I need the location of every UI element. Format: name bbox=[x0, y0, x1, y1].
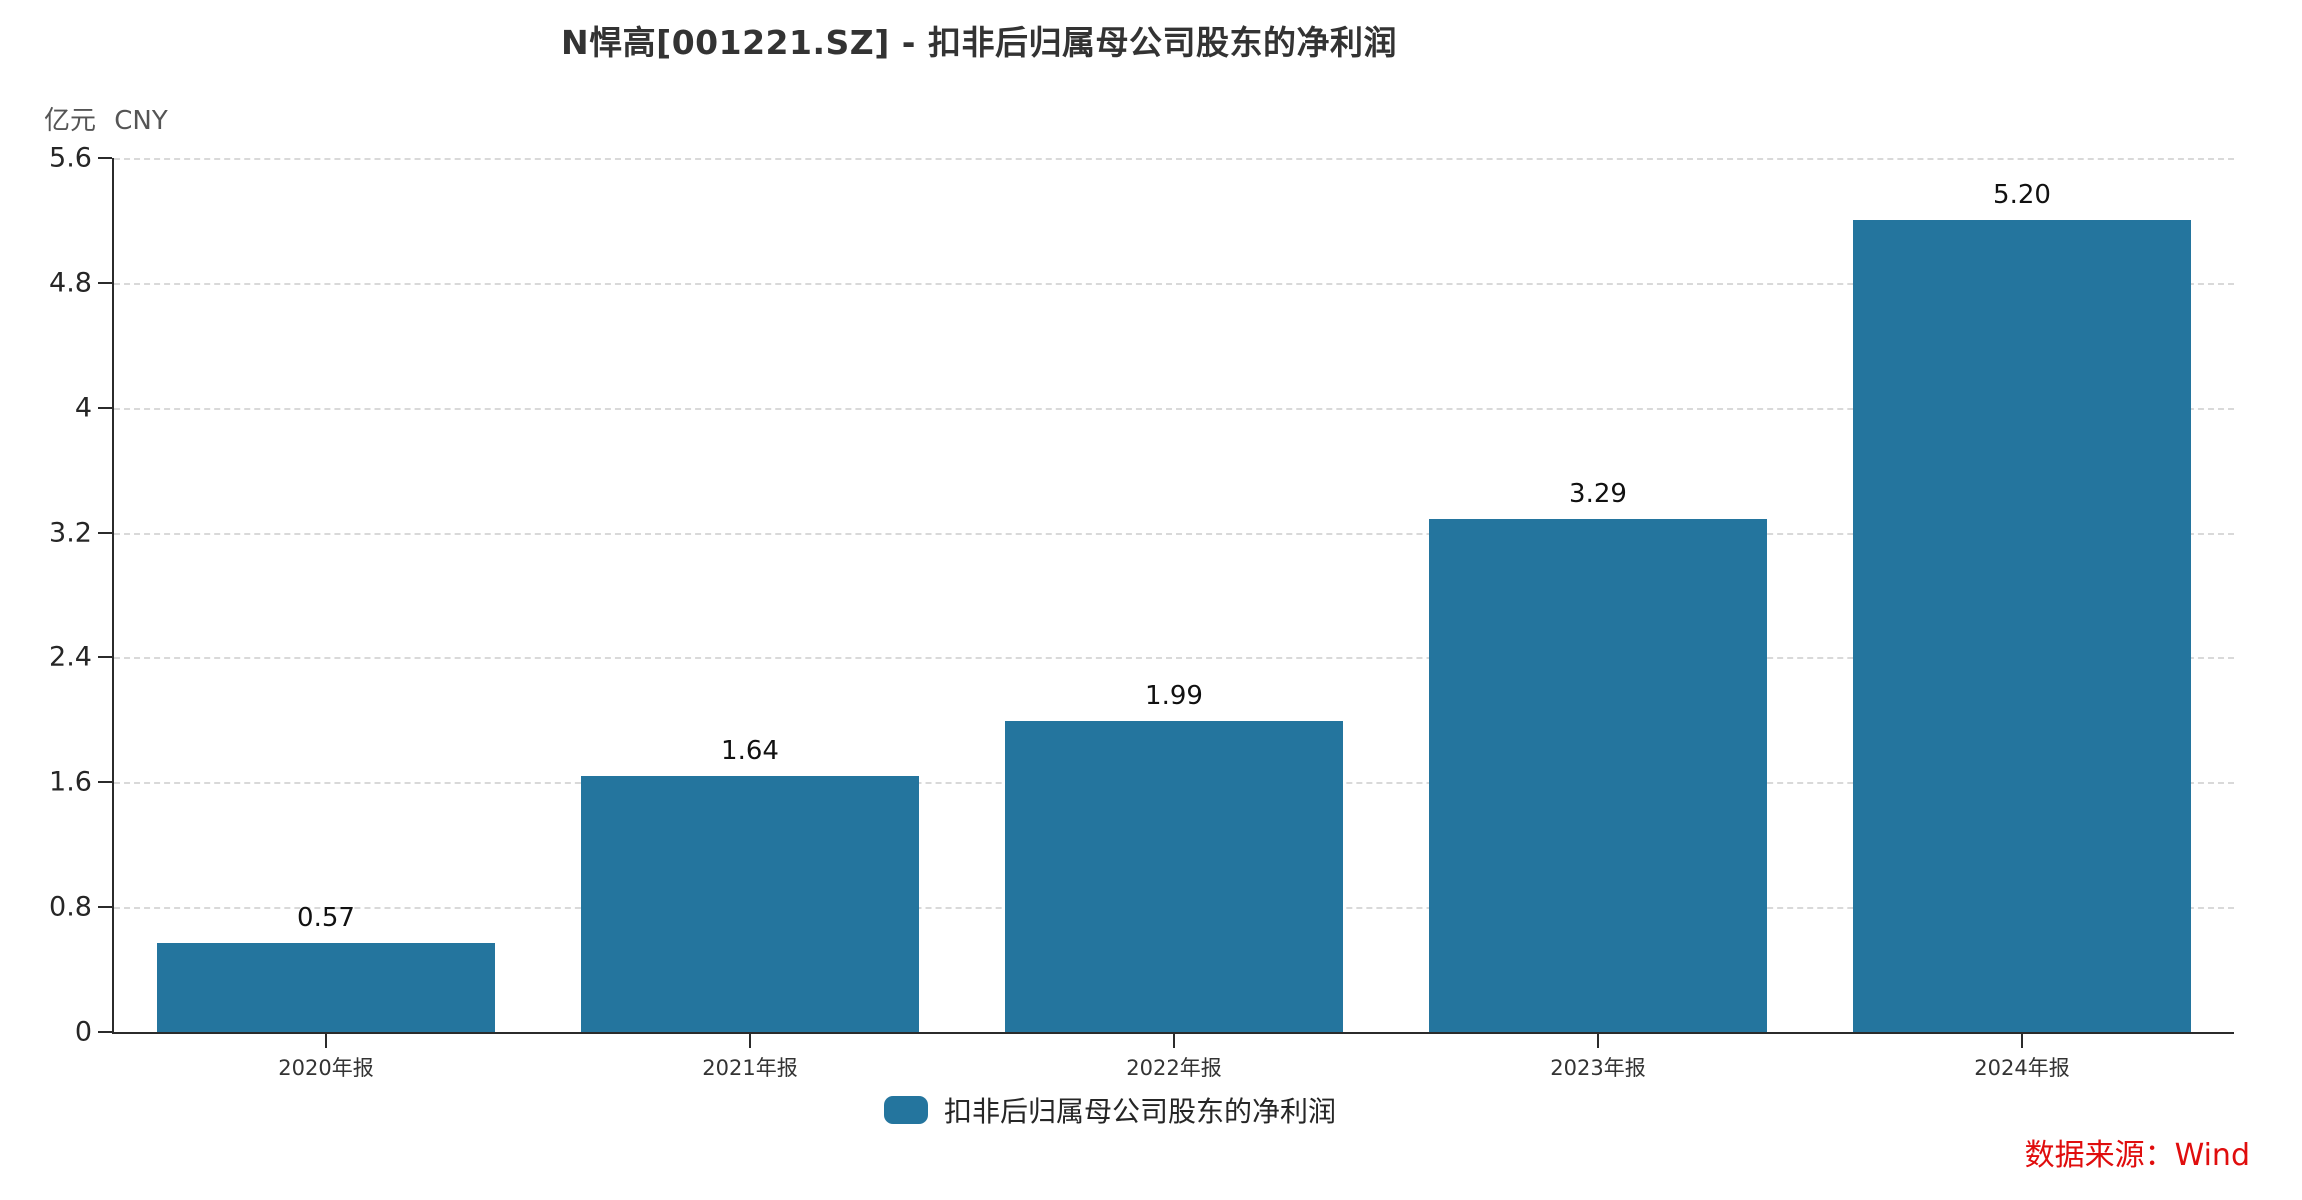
y-tick-label: 5.6 bbox=[49, 142, 92, 174]
y-tick-mark bbox=[98, 906, 112, 909]
bar-value-label: 0.57 bbox=[297, 903, 355, 934]
bar-value-label: 1.99 bbox=[1145, 681, 1203, 712]
legend: 扣非后归属母公司股东的净利润 bbox=[0, 1090, 2220, 1130]
y-tick-mark bbox=[98, 406, 112, 409]
gridline bbox=[114, 158, 2234, 160]
y-tick-mark bbox=[98, 656, 112, 659]
bar bbox=[581, 776, 919, 1032]
chart-title: N悍高[001221.SZ] - 扣非后归属母公司股东的净利润 bbox=[561, 23, 1397, 62]
legend-label: 扣非后归属母公司股东的净利润 bbox=[943, 1095, 1336, 1128]
y-tick-mark bbox=[98, 281, 112, 284]
bar-value-label: 1.64 bbox=[721, 736, 779, 767]
y-tick-mark bbox=[98, 531, 112, 534]
y-tick-mark bbox=[98, 781, 112, 784]
y-tick-label: 0 bbox=[74, 1016, 92, 1048]
y-tick-label: 4.8 bbox=[49, 267, 92, 299]
source-note: 数据来源：Wind bbox=[2024, 1138, 2250, 1173]
y-tick-mark bbox=[98, 157, 112, 159]
bar bbox=[1005, 721, 1343, 1032]
gridline bbox=[114, 282, 2234, 285]
y-tick-label: 3.2 bbox=[49, 517, 92, 549]
y-tick-label: 2.4 bbox=[49, 641, 92, 673]
gridline bbox=[114, 532, 2234, 535]
x-tick-label: 2020年报 bbox=[278, 1056, 374, 1080]
y-tick-label: 4 bbox=[74, 392, 92, 424]
x-tick-label: 2024年报 bbox=[1974, 1056, 2070, 1080]
x-tick-mark bbox=[325, 1034, 327, 1048]
bar-value-label: 5.20 bbox=[1993, 180, 2051, 211]
y-tick-label: 0.8 bbox=[49, 891, 92, 923]
x-tick-label: 2023年报 bbox=[1550, 1056, 1646, 1080]
gridline bbox=[114, 657, 2234, 660]
plot-area: 0 0.8 1.6 2.4 3.2 4 4.8 5.6 0.57 2020年报 1.64 2021年报… bbox=[49, 145, 2234, 1080]
gridline bbox=[114, 407, 2234, 410]
x-tick-mark bbox=[2021, 1034, 2023, 1048]
x-tick-mark bbox=[1597, 1034, 1599, 1048]
x-tick-mark bbox=[749, 1034, 751, 1048]
bar bbox=[1853, 220, 2191, 1032]
bar-value-label: 3.29 bbox=[1569, 478, 1627, 509]
x-tick-label: 2021年报 bbox=[702, 1056, 798, 1080]
legend-swatch bbox=[883, 1096, 928, 1124]
y-tick-mark bbox=[98, 1031, 112, 1033]
x-tick-mark bbox=[1173, 1034, 1175, 1048]
bar bbox=[1429, 518, 1767, 1032]
x-tick-label: 2022年报 bbox=[1126, 1056, 1222, 1080]
y-tick-label: 1.6 bbox=[49, 766, 92, 798]
y-unit-label: 亿元 CNY bbox=[44, 106, 168, 136]
bar bbox=[157, 943, 495, 1032]
